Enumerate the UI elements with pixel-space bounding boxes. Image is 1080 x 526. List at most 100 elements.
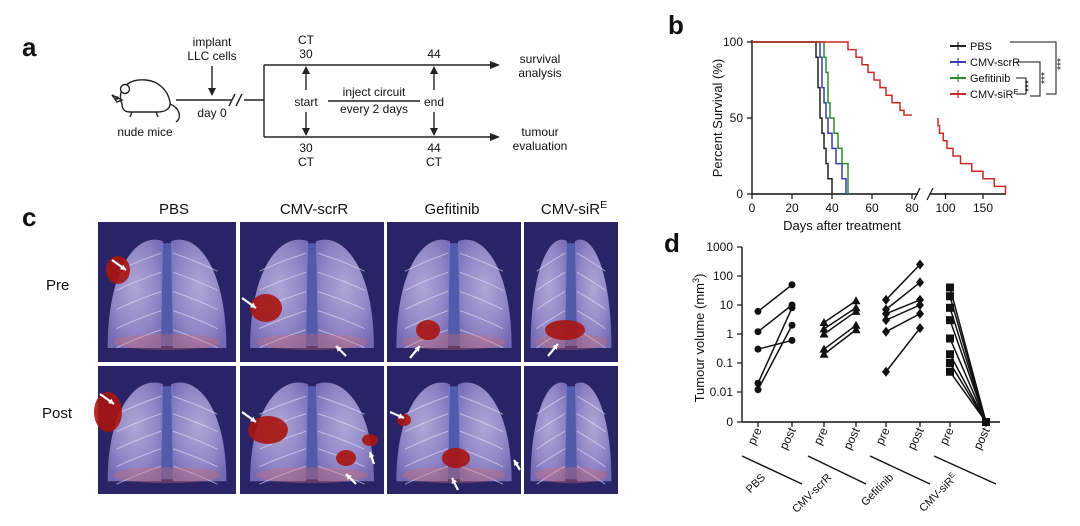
airway bbox=[161, 386, 173, 480]
vessel bbox=[116, 271, 162, 291]
vessel bbox=[404, 252, 449, 272]
ct-bottom-left-label: CT bbox=[298, 155, 315, 169]
marker-triangle bbox=[819, 344, 829, 353]
paired-line bbox=[823, 329, 857, 355]
vessel bbox=[172, 395, 218, 415]
lung-base-tint bbox=[534, 334, 608, 350]
vessel bbox=[404, 290, 449, 310]
axis-break-mark bbox=[926, 187, 934, 201]
marker-triangle bbox=[851, 325, 861, 334]
vessel bbox=[317, 310, 365, 330]
vessel bbox=[536, 310, 566, 330]
tumour-region bbox=[416, 320, 440, 340]
marker-circle bbox=[754, 307, 762, 315]
marker-diamond bbox=[916, 300, 924, 310]
lung-left bbox=[396, 382, 450, 482]
group-divider bbox=[869, 455, 931, 485]
vessel bbox=[459, 395, 504, 415]
column-header: PBS bbox=[159, 201, 189, 218]
survival-curves bbox=[752, 41, 1007, 194]
vessel bbox=[172, 448, 218, 468]
vessel bbox=[172, 252, 218, 272]
end-label: end bbox=[424, 95, 444, 109]
marker-triangle bbox=[819, 329, 829, 338]
vessel bbox=[576, 252, 606, 272]
tumour-arrowhead bbox=[368, 452, 375, 458]
marker-circle bbox=[788, 301, 796, 309]
vessel bbox=[536, 465, 566, 485]
y-tick-label: 100 bbox=[723, 35, 743, 49]
vessel bbox=[459, 430, 504, 450]
group-label: CMV-siRE bbox=[916, 470, 961, 515]
vessel bbox=[536, 413, 566, 433]
marker-diamond bbox=[882, 366, 890, 377]
column-header: Gefitinib bbox=[424, 201, 479, 218]
significance-brackets: *** *** *** bbox=[1010, 41, 1067, 97]
paired-line bbox=[949, 287, 987, 423]
vessel bbox=[404, 465, 449, 485]
vessel bbox=[172, 310, 218, 330]
lung-base-tint bbox=[113, 334, 221, 350]
marker-triangle bbox=[819, 349, 829, 358]
sig-bracket bbox=[1016, 61, 1041, 97]
survival-label-1: survival bbox=[520, 52, 561, 66]
survival-curve-gefitinib bbox=[752, 41, 849, 194]
lung-right bbox=[458, 382, 512, 482]
tumour-region bbox=[106, 256, 130, 284]
survival-curve-cmv-scrr bbox=[752, 41, 847, 194]
vessel bbox=[576, 291, 606, 310]
survival-axes: 0 50 100 0 20 40 60 80 100 150 Days after treatmen… bbox=[710, 35, 1006, 233]
tumour-arrowhead bbox=[250, 302, 256, 308]
group-divider bbox=[741, 455, 803, 485]
y-tick-label: 0.1 bbox=[716, 356, 733, 370]
vessel bbox=[259, 310, 307, 330]
paired-line bbox=[823, 300, 857, 324]
lung-right bbox=[316, 382, 374, 482]
vessel bbox=[459, 290, 504, 310]
paired-line bbox=[885, 263, 921, 301]
vessel bbox=[116, 290, 162, 310]
group-label: PBS bbox=[744, 472, 768, 496]
vessel bbox=[459, 252, 504, 272]
lung-left bbox=[107, 239, 163, 348]
tumour-arrowhead bbox=[250, 416, 256, 422]
y-tick-label: 1 bbox=[726, 327, 733, 341]
airway bbox=[565, 386, 577, 480]
legend-label: Gefitinib bbox=[970, 73, 1010, 85]
significance-stars: *** bbox=[1024, 80, 1035, 92]
lung-left bbox=[396, 239, 450, 348]
column-header: CMV-scrR bbox=[280, 201, 348, 218]
x-tick-label: 0 bbox=[749, 201, 756, 215]
vessel bbox=[404, 395, 449, 415]
tumour-arrowhead bbox=[120, 264, 126, 270]
y-axis-label: Percent Survival (%) bbox=[710, 59, 725, 177]
paired-line bbox=[885, 304, 921, 321]
tumour-arrowhead bbox=[451, 478, 457, 484]
tumour-arrowhead bbox=[108, 398, 114, 404]
tumour-arrowhead bbox=[552, 344, 558, 350]
vessel bbox=[172, 290, 218, 310]
vessel bbox=[259, 395, 307, 415]
panel-c: c PBS CMV-scrR Gefitinib CMV-siRE Pre Post bbox=[22, 199, 618, 494]
lung-base-tint bbox=[402, 467, 506, 484]
vessel bbox=[259, 448, 307, 468]
x-tick-label: 40 bbox=[825, 201, 839, 215]
vessel bbox=[576, 310, 606, 330]
survival-curve-pbs bbox=[752, 41, 833, 194]
tumour-arrowhead bbox=[414, 346, 420, 352]
vessel bbox=[536, 448, 566, 468]
vessel bbox=[317, 395, 365, 415]
group-divider bbox=[807, 455, 867, 485]
marker-circle bbox=[754, 386, 762, 394]
inject-label-2: every 2 days bbox=[340, 102, 408, 116]
paired-line bbox=[823, 307, 857, 330]
vessel bbox=[116, 448, 162, 468]
paired-line bbox=[885, 313, 921, 333]
vessel bbox=[459, 329, 504, 349]
axis-break-mark bbox=[913, 187, 921, 201]
tumour-region bbox=[248, 416, 288, 444]
marker-square bbox=[982, 418, 990, 426]
marker-square bbox=[946, 359, 954, 367]
tumour-region bbox=[545, 320, 585, 340]
sig-bracket bbox=[1016, 77, 1027, 95]
